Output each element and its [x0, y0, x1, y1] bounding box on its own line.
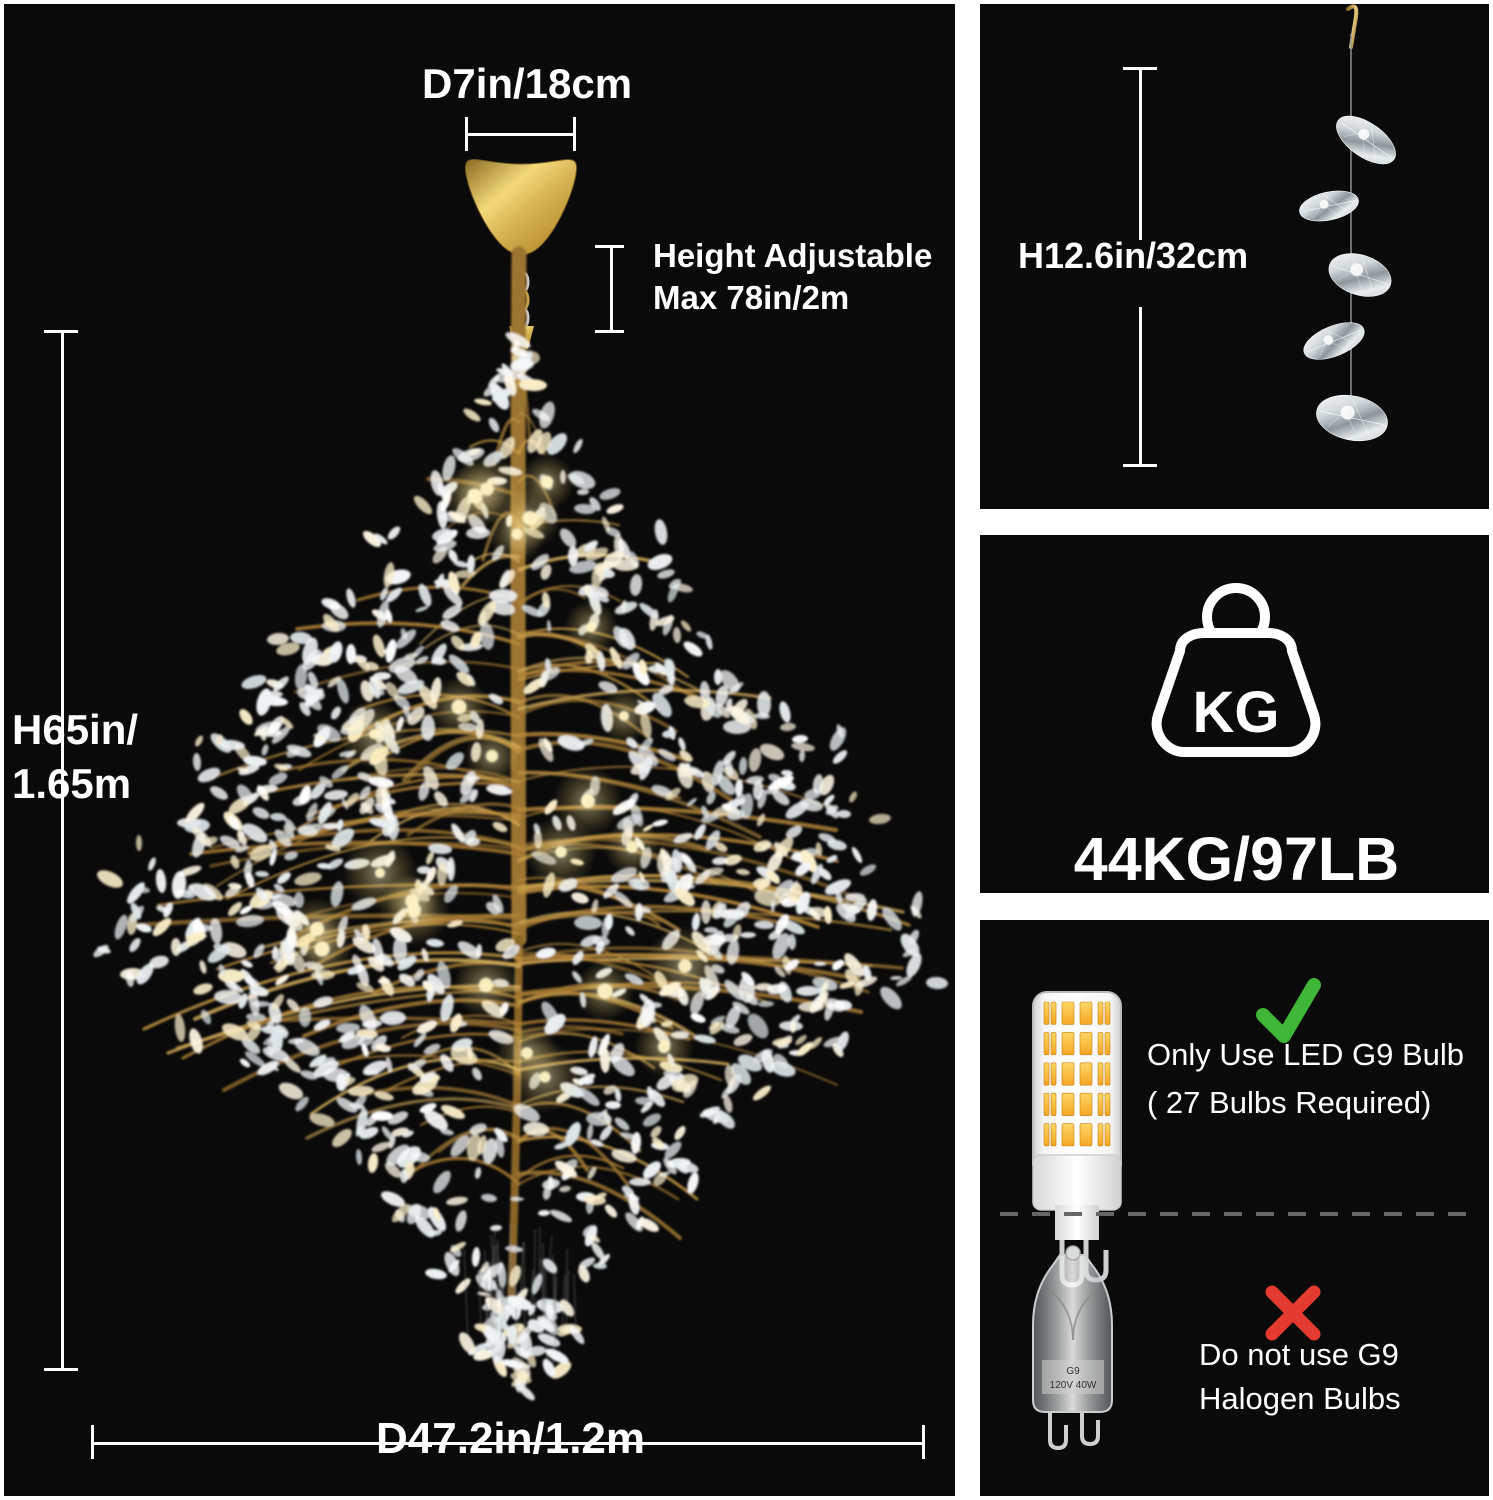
- svg-text:KG: KG: [1193, 680, 1280, 745]
- svg-text:G9: G9: [1066, 1366, 1080, 1377]
- svg-text:120V 40W: 120V 40W: [1050, 1380, 1097, 1391]
